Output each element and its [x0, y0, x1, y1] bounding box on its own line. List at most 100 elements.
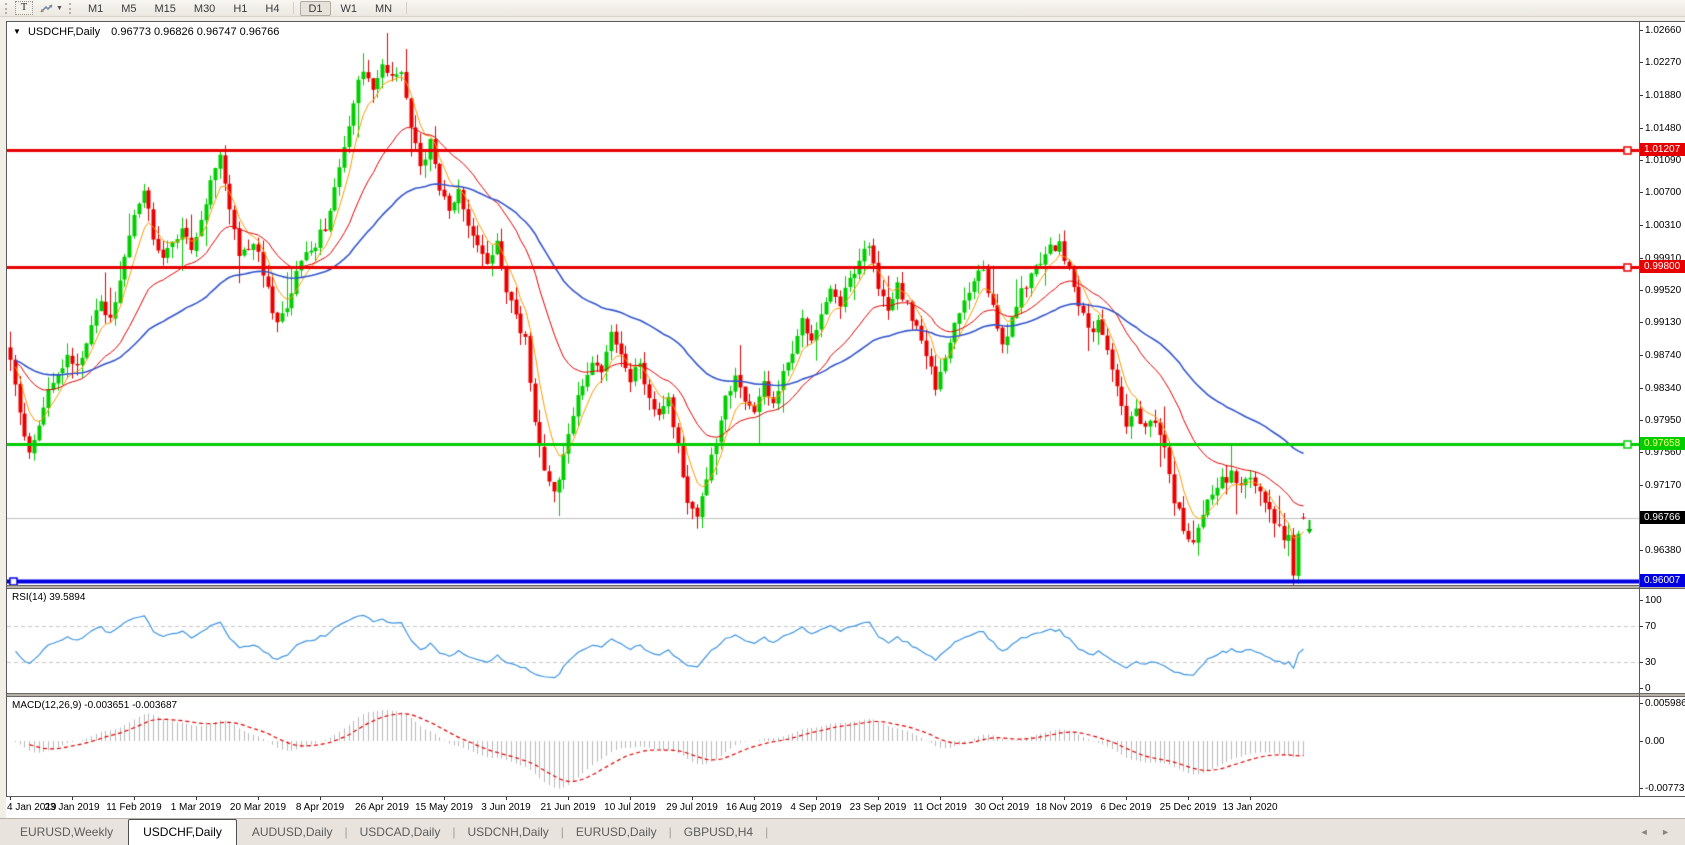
price-tick-label: 0.98340 [1645, 383, 1682, 394]
date-tick [816, 797, 817, 800]
price-tick [1639, 160, 1643, 161]
macd-indicator-label: MACD(12,26,9) -0.003651 -0.003687 [12, 700, 178, 711]
price-level-badge: 1.01207 [1640, 143, 1685, 156]
timeframe-button-d1[interactable]: D1 [300, 1, 331, 16]
macd-scale-label: 0.00 [1645, 736, 1665, 747]
date-tick [196, 797, 197, 800]
text-tool-button[interactable]: T [15, 1, 33, 15]
tab-separator: | [765, 825, 769, 839]
macd-scale-tick [1639, 741, 1643, 742]
date-tick [1002, 797, 1003, 800]
date-tick [940, 797, 941, 800]
date-axis[interactable]: 4 Jan 2019 23 Jan 2019 11 Feb 2019 1 Mar 20… [6, 796, 1685, 818]
tab-eurusd-weekly[interactable]: EURUSD,Weekly [20, 825, 114, 839]
date-tick-label: 18 Nov 2019 [1035, 802, 1093, 813]
drawing-tools-dropdown-icon[interactable]: ▼ [55, 5, 67, 12]
rsi-scale-label: 0 [1645, 683, 1651, 694]
toolbar-grip-icon[interactable] [68, 2, 74, 14]
price-tick [1639, 388, 1643, 389]
price-tick-label: 1.02660 [1645, 25, 1682, 36]
price-tick [1639, 62, 1643, 63]
price-axis[interactable] [1640, 22, 1685, 796]
price-tick-label: 0.96380 [1645, 545, 1682, 556]
price-tick-label: 1.02270 [1645, 57, 1682, 68]
price-tick [1639, 192, 1643, 193]
timeframe-button-m15[interactable]: M15 [147, 1, 184, 16]
timeframe-button-mn[interactable]: MN [367, 1, 400, 16]
toolbar: T ▼ M1 M5 M15 M30 H1 H4 D1 W1 MN [0, 0, 1685, 17]
tab-gbpusd-h4[interactable]: GBPUSD,H4 [683, 825, 754, 839]
rsi-indicator-label: RSI(14) 39.5894 [12, 592, 86, 603]
price-axis-border [1639, 21, 1640, 797]
timeframe-button-w1[interactable]: W1 [333, 1, 366, 16]
price-tick-label: 0.98740 [1645, 350, 1682, 361]
rsi-scale-label: 30 [1645, 657, 1657, 668]
chart-ohlc-quotes: 0.96773 0.96826 0.96747 0.96766 [111, 26, 280, 38]
date-tick-label: 4 Sep 2019 [790, 802, 842, 813]
date-tick [878, 797, 879, 800]
toolbar-separator [293, 1, 295, 14]
chart-tab-bar: EURUSD,Weekly USDCHF,Daily AUDUSD,Daily | US… [0, 818, 1685, 845]
price-tick [1639, 420, 1643, 421]
tab-separator: | [452, 825, 456, 839]
toolbar-separator [406, 1, 408, 14]
price-tick [1639, 30, 1643, 31]
pane-splitter[interactable] [6, 693, 1685, 697]
chart-window-border [6, 21, 7, 797]
collapse-icon[interactable]: ▼ [13, 27, 21, 36]
rsi-pane-canvas[interactable] [7, 589, 1639, 693]
tab-separator: | [560, 825, 564, 839]
date-tick-label: 10 Jul 2019 [604, 802, 656, 813]
main-chart-canvas[interactable] [7, 22, 1639, 585]
price-tick [1639, 258, 1643, 259]
tab-audusd-daily[interactable]: AUDUSD,Daily [251, 825, 333, 839]
date-tick-label: 11 Oct 2019 [913, 802, 967, 813]
drawing-tools-icon[interactable] [39, 2, 54, 15]
timeframe-buttons: M1 M5 M15 M30 H1 H4 D1 W1 MN [79, 0, 412, 17]
tab-scroll-right-icon[interactable]: ► [1661, 827, 1670, 837]
tab-eurusd-daily[interactable]: EURUSD,Daily [575, 825, 657, 839]
pane-splitter[interactable] [6, 585, 1685, 589]
price-tick [1639, 225, 1643, 226]
macd-scale-label: 0.005986 [1645, 698, 1685, 709]
timeframe-button-m5[interactable]: M5 [113, 1, 144, 16]
price-tick [1639, 355, 1643, 356]
date-tick [1250, 797, 1251, 800]
rsi-scale-tick [1639, 600, 1643, 601]
tab-scroll-left-icon[interactable]: ◄ [1639, 827, 1649, 837]
price-tick-label: 1.00700 [1645, 187, 1682, 198]
date-tick [506, 797, 507, 800]
macd-pane-canvas[interactable] [7, 697, 1639, 796]
date-tick [1126, 797, 1127, 800]
macd-scale-tick [1639, 788, 1643, 789]
price-level-badge: 0.96007 [1640, 574, 1685, 587]
tab-usdchf-daily[interactable]: USDCHF,Daily [128, 819, 237, 845]
timeframe-button-h4[interactable]: H4 [257, 1, 287, 16]
tab-usdcad-daily[interactable]: USDCAD,Daily [359, 825, 441, 839]
tab-separator: | [668, 825, 672, 839]
timeframe-button-h1[interactable]: H1 [225, 1, 255, 16]
price-tick-label: 0.99910 [1645, 253, 1682, 264]
date-tick [258, 797, 259, 800]
date-tick [444, 797, 445, 800]
timeframe-button-m1[interactable]: M1 [80, 1, 111, 16]
timeframe-button-m30[interactable]: M30 [186, 1, 223, 16]
rsi-scale-label: 70 [1645, 621, 1657, 632]
price-tick-label: 0.99130 [1645, 317, 1682, 328]
chart-window-border [6, 21, 1685, 22]
date-tick [1188, 797, 1189, 800]
price-tick-label: 1.01480 [1645, 123, 1682, 134]
date-tick-label: 16 Aug 2019 [725, 802, 783, 813]
chart-tabs: EURUSD,Weekly USDCHF,Daily AUDUSD,Daily | US… [8, 818, 768, 845]
toolbar-grip-icon[interactable] [5, 2, 10, 14]
date-tick [630, 797, 631, 800]
price-tick-label: 0.99520 [1645, 285, 1682, 296]
date-tick [568, 797, 569, 800]
macd-scale-tick [1639, 703, 1643, 704]
price-tick-label: 1.01880 [1645, 90, 1682, 101]
date-tick-label: 1 Mar 2019 [170, 802, 222, 813]
date-tick [134, 797, 135, 800]
date-tick-label: 3 Jun 2019 [481, 802, 531, 813]
tab-usdcnh-daily[interactable]: USDCNH,Daily [467, 825, 549, 839]
